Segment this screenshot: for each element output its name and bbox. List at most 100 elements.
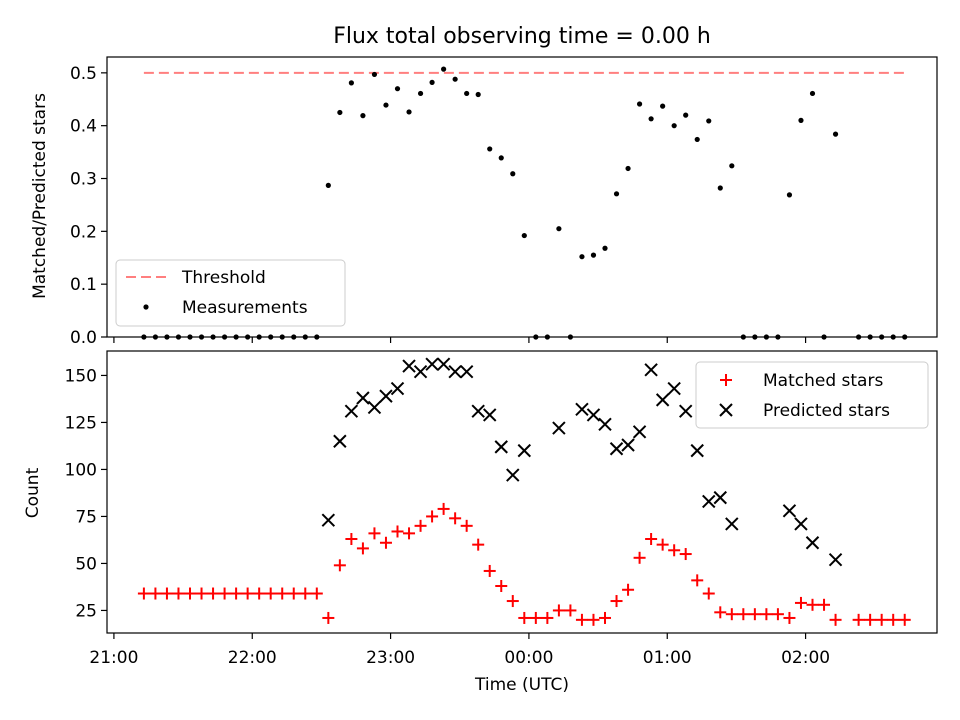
predicted-star-point xyxy=(321,513,336,527)
matched-star-point xyxy=(322,611,335,624)
measurement-point xyxy=(613,191,620,197)
matched-star-point xyxy=(714,606,727,619)
matched-star-point xyxy=(184,587,196,600)
predicted-star-point xyxy=(690,443,704,458)
predicted-star-point xyxy=(356,391,370,405)
measurement-point xyxy=(706,118,712,124)
matched-star-point xyxy=(806,598,819,611)
matched-star-point xyxy=(207,587,220,600)
matched-star-point xyxy=(794,596,807,609)
measurement-point xyxy=(729,163,735,169)
legend-matched-swatch xyxy=(720,374,732,386)
matched-star-point xyxy=(818,598,831,611)
matched-star-point xyxy=(518,611,531,624)
matched-star-point xyxy=(852,613,865,626)
x-tick-label: 01:00 xyxy=(643,648,692,668)
matched-star-point xyxy=(702,587,715,600)
predicted-star-point xyxy=(471,404,485,418)
measurement-point xyxy=(498,155,504,161)
predicted-star-point xyxy=(713,490,727,505)
predicted-star-point xyxy=(632,425,647,439)
matched-star-point xyxy=(783,611,796,624)
measurement-point xyxy=(360,113,366,119)
matched-star-point xyxy=(506,595,519,608)
predicted-star-point xyxy=(782,504,797,518)
legend-predicted-swatch xyxy=(719,403,733,417)
x-tick-label: 23:00 xyxy=(366,648,415,668)
bottom-x-ticks: 21:00 22:00 23:00 00:00 01:00 02:00 xyxy=(89,633,830,668)
predicted-star-point xyxy=(436,357,451,371)
matched-star-point xyxy=(264,587,277,600)
measurement-point xyxy=(452,76,458,82)
legend-measurements-label: Measurements xyxy=(182,298,308,318)
predicted-star-point xyxy=(644,363,658,377)
matched-star-point xyxy=(172,587,185,600)
predicted-stars-points xyxy=(321,357,843,567)
top-x-ticks xyxy=(113,337,807,343)
measurement-point xyxy=(625,165,631,172)
matched-star-point xyxy=(645,533,658,545)
predicted-star-point xyxy=(678,404,693,418)
predicted-star-point xyxy=(794,517,808,531)
predicted-star-point xyxy=(552,421,566,435)
matched-star-point xyxy=(460,519,473,532)
matched-star-point xyxy=(564,604,577,617)
matched-star-point xyxy=(403,527,416,540)
measurement-point xyxy=(786,192,793,198)
x-tick-label: 21:00 xyxy=(89,648,138,668)
matched-star-point xyxy=(414,519,427,532)
ratio-panel: Flux total observing time = 0.00 h Match… xyxy=(30,24,938,348)
bottom-legend-box xyxy=(695,361,929,429)
matched-star-point xyxy=(875,613,888,626)
matched-star-point xyxy=(368,527,381,540)
predicted-star-point xyxy=(483,408,497,422)
matched-star-point xyxy=(679,548,692,561)
measurement-point xyxy=(337,109,343,116)
chart-title: Flux total observing time = 0.00 h xyxy=(333,24,711,49)
bottom-y-tick-label: 75 xyxy=(75,507,97,527)
bottom-y-tick-label: 50 xyxy=(75,554,97,574)
top-y-tick-label: 0.4 xyxy=(70,117,97,137)
matched-star-point xyxy=(691,574,704,587)
measurement-point xyxy=(590,252,597,258)
matched-star-point xyxy=(333,559,346,572)
x-axis-label: Time (UTC) xyxy=(474,675,569,695)
top-legend-box xyxy=(115,259,346,327)
matched-star-point xyxy=(495,580,508,592)
matched-star-point xyxy=(760,608,773,621)
predicted-star-point xyxy=(805,536,820,550)
matched-star-point xyxy=(241,587,254,600)
matched-star-point xyxy=(426,510,439,523)
top-y-tick-label: 0.3 xyxy=(70,170,97,190)
measurement-point xyxy=(464,90,470,97)
measurement-point xyxy=(406,109,412,115)
top-y-tick-label: 0.0 xyxy=(70,328,97,348)
predicted-star-point xyxy=(367,400,382,415)
matched-star-point xyxy=(541,611,554,624)
measurement-point xyxy=(475,91,481,98)
predicted-star-point xyxy=(725,517,739,531)
predicted-star-point xyxy=(379,389,393,403)
x-tick-label: 02:00 xyxy=(781,648,830,668)
top-y-tick-label: 0.2 xyxy=(70,222,97,242)
matched-star-point xyxy=(149,587,162,600)
predicted-star-point xyxy=(621,438,635,452)
matched-star-point xyxy=(633,551,646,564)
matched-stars-points xyxy=(137,502,911,626)
matched-star-point xyxy=(160,587,173,600)
count-panel: Count Time (UTC) 25 50 75 100 125 150 21:00 22… xyxy=(23,350,938,695)
matched-star-point xyxy=(449,512,462,525)
top-y-tick-label: 0.5 xyxy=(70,64,97,84)
measurement-point xyxy=(556,226,562,232)
matched-star-point xyxy=(656,538,669,551)
matched-star-point xyxy=(668,544,681,557)
measurement-point xyxy=(441,66,447,72)
matched-star-point xyxy=(898,613,911,626)
matched-star-point xyxy=(230,587,243,600)
matched-star-point xyxy=(737,608,750,621)
predicted-star-point xyxy=(598,417,612,432)
bottom-y-tick-label: 125 xyxy=(65,413,97,433)
measurement-point xyxy=(371,71,378,78)
matched-star-point xyxy=(575,613,588,626)
legend-matched-label: Matched stars xyxy=(763,371,883,391)
